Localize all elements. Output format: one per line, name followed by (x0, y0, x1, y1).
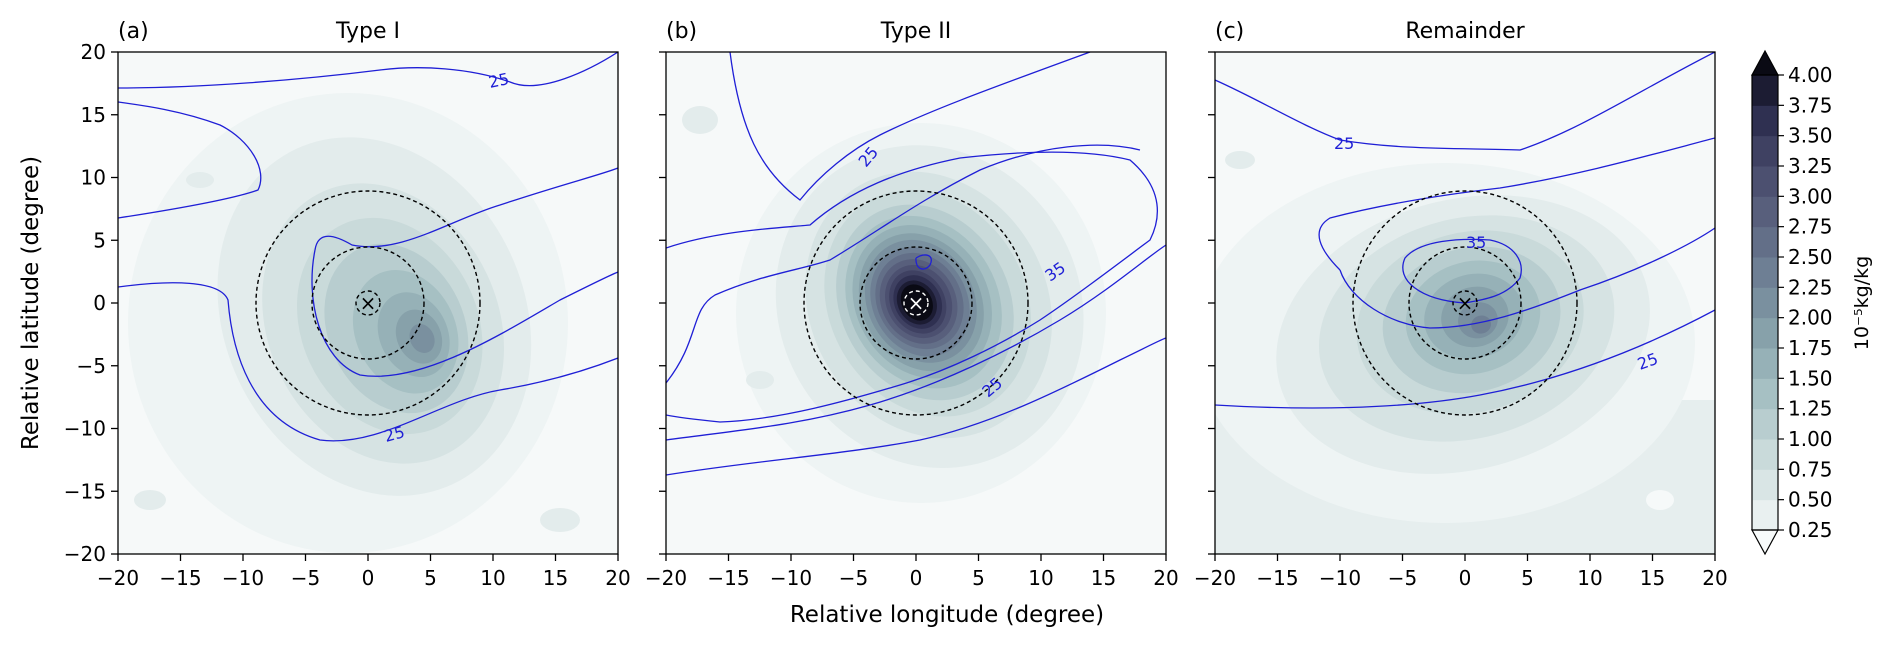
panel-c-contour-label-2: 35 (1466, 233, 1486, 252)
colorbar-tick-label: 2.25 (1788, 275, 1833, 299)
x-tick-label: −5 (839, 566, 868, 590)
x-tick-label: −10 (1319, 566, 1361, 590)
colorbar-bin (1752, 105, 1778, 137)
x-tick-label: 0 (362, 566, 375, 590)
colorbar-tick-label: 2.00 (1788, 306, 1833, 330)
panel-a-contour-label-1: 25 (487, 69, 511, 92)
x-tick-label: 10 (1028, 566, 1053, 590)
colorbar-tick-label: 1.25 (1788, 397, 1833, 421)
panel-b-tag: (b) (666, 19, 697, 44)
y-tick-label: −10 (64, 417, 106, 441)
colorbar-tick-label: 3.50 (1788, 124, 1833, 148)
panel-c-field (1215, 52, 1715, 554)
panel-a-title: Type I (335, 19, 400, 44)
colorbar-label: 10⁻⁵kg/kg (1851, 256, 1873, 350)
colorbar-under-extend (1750, 529, 1780, 556)
colorbar: 0.25 0.50 0.75 1.00 1.25 1.50 1.75 2.00 2.25 2.50… (1750, 49, 1833, 556)
colorbar-tick-label: 3.25 (1788, 154, 1833, 178)
panel-a: 25 25 × (a) Type I (117, 19, 619, 555)
panel-b-title: Type II (880, 19, 952, 44)
colorbar-tick-label: 3.75 (1788, 93, 1833, 117)
colorbar-bin (1752, 408, 1778, 440)
x-axis-label: Relative longitude (degree) (790, 602, 1104, 628)
colorbar-bin (1752, 166, 1778, 197)
x-tick-label: 0 (910, 566, 923, 590)
x-tick-label: 10 (480, 566, 505, 590)
colorbar-tick-label: 4.00 (1788, 63, 1833, 87)
panel-b: 25 35 25 × (b) Type II (665, 19, 1167, 555)
panel-c: 25 35 25 × (c) Remainder (1214, 19, 1716, 555)
panel-a-field (118, 52, 618, 553)
x-tick-label: −15 (159, 566, 201, 590)
colorbar-tick-label: 1.00 (1788, 427, 1833, 451)
x-tick-label: −20 (645, 566, 687, 590)
x-tick-label: 10 (1577, 566, 1602, 590)
colorbar-tick-label: 2.75 (1788, 215, 1833, 239)
colorbar-tick-label: 0.25 (1788, 518, 1833, 542)
x-tick-label: −5 (291, 566, 320, 590)
x-tick-label: 5 (1521, 566, 1534, 590)
colorbar-bin (1752, 257, 1778, 288)
x-tick-label: 5 (972, 566, 985, 590)
colorbar-bin (1752, 348, 1778, 379)
x-tick-label: −20 (1194, 566, 1236, 590)
colorbar-tick-label: 1.50 (1788, 366, 1833, 390)
colorbar-bin (1752, 75, 1778, 106)
panel-a-contour-label-2: 25 (382, 422, 407, 446)
colorbar-over-extend (1750, 49, 1780, 76)
colorbar-bin (1752, 378, 1778, 410)
panel-c-title: Remainder (1405, 19, 1525, 44)
axis-ticks: −20 −15 −10 −5 0 5 10 15 2020151050−5−10−15−20−2… (64, 40, 1728, 590)
y-tick-label: 15 (81, 103, 106, 127)
y-tick-label: 0 (93, 291, 106, 315)
y-tick-label: 5 (93, 228, 106, 252)
y-tick-label: −15 (64, 479, 106, 503)
panel-b-field (666, 52, 1166, 503)
x-tick-label: 0 (1459, 566, 1472, 590)
x-tick-label: 5 (424, 566, 437, 590)
y-tick-label: 20 (81, 40, 106, 64)
x-tick-label: −20 (97, 566, 139, 590)
x-tick-label: −15 (707, 566, 749, 590)
colorbar-frame (1751, 74, 1779, 531)
panel-c-center-marker: × (1457, 291, 1474, 315)
y-axis-label: Relative latitude (degree) (18, 156, 44, 450)
y-tick-label: 10 (81, 166, 106, 190)
x-tick-label: 20 (1702, 566, 1727, 590)
x-tick-label: 20 (1153, 566, 1178, 590)
panel-a-center-marker: × (360, 291, 377, 315)
x-tick-label: 15 (1640, 566, 1665, 590)
x-tick-label: 15 (1091, 566, 1116, 590)
colorbar-bin (1752, 439, 1778, 470)
panel-a-tag: (a) (118, 19, 149, 44)
x-tick-label: −5 (1388, 566, 1417, 590)
colorbar-bin (1752, 499, 1778, 531)
x-tick-label: 20 (605, 566, 630, 590)
y-tick-label: −5 (77, 354, 106, 378)
colorbar-bin (1752, 287, 1778, 319)
panel-c-tag: (c) (1215, 19, 1244, 44)
colorbar-tick-label: 1.75 (1788, 336, 1833, 360)
colorbar-bin (1752, 226, 1778, 258)
panel-b-center-marker: × (908, 291, 925, 315)
x-tick-label: −10 (222, 566, 264, 590)
panel-c-contour-label-1: 25 (1334, 134, 1354, 153)
x-tick-label: −10 (770, 566, 812, 590)
colorbar-tick-label: 0.50 (1788, 488, 1833, 512)
x-tick-label: 15 (543, 566, 568, 590)
colorbar-bin (1752, 196, 1778, 228)
colorbar-tick-label: 3.00 (1788, 184, 1833, 208)
colorbar-bin (1752, 469, 1778, 501)
y-tick-label: −20 (64, 542, 106, 566)
colorbar-tick-label: 0.75 (1788, 457, 1833, 481)
x-tick-label: −15 (1256, 566, 1298, 590)
colorbar-bin (1752, 135, 1778, 167)
colorbar-bin (1752, 317, 1778, 349)
colorbar-tick-label: 2.50 (1788, 245, 1833, 269)
